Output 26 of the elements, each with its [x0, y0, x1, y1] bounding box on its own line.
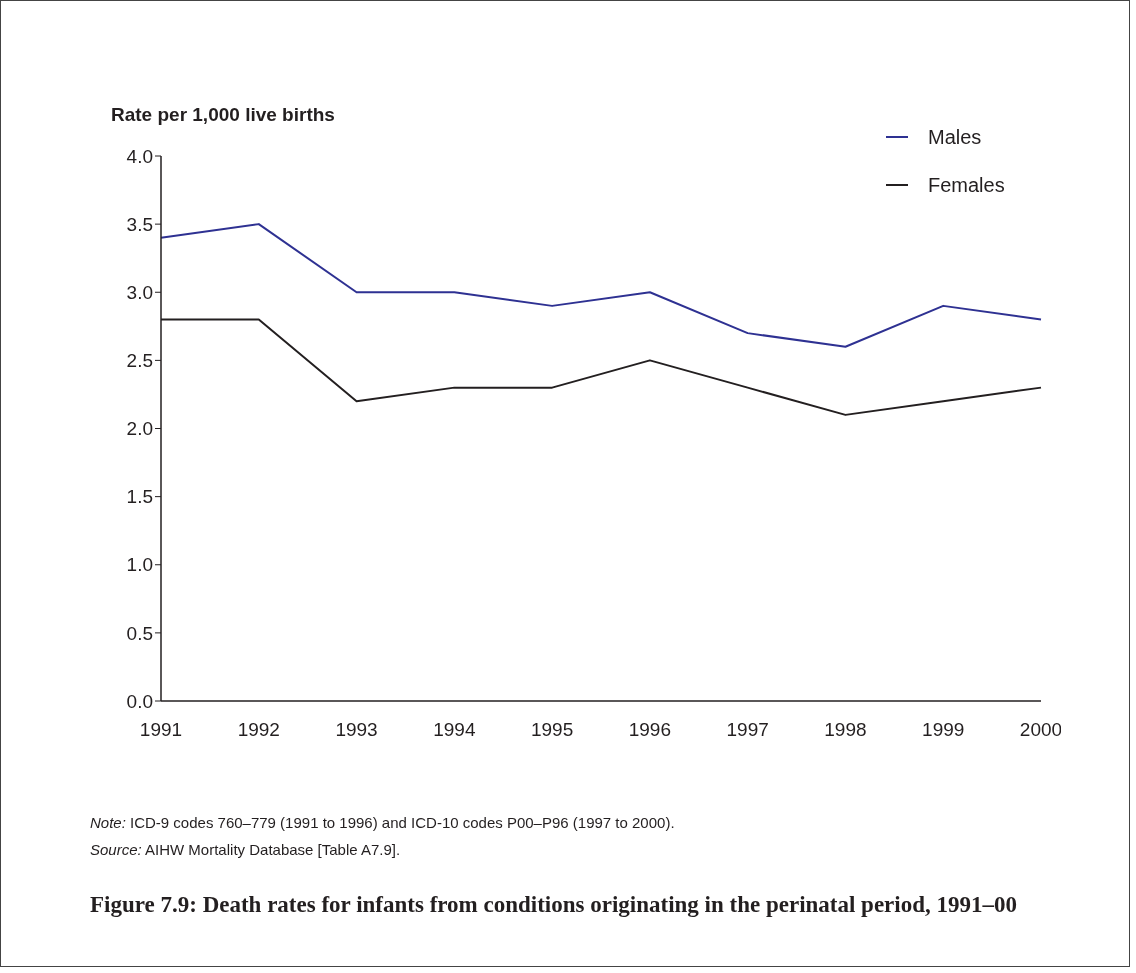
line-series [160, 223, 1042, 348]
y-tick-label: 4.0 [126, 145, 153, 167]
y-tick-label: 0.0 [126, 690, 153, 712]
x-tick-label: 1993 [335, 719, 378, 741]
y-tick-label: 2.5 [126, 350, 153, 372]
y-tick-label: 2.0 [126, 418, 153, 440]
x-tick-label: 1994 [433, 719, 476, 741]
y-tick-label: 0.5 [126, 622, 153, 644]
legend-label: Females [928, 173, 1005, 197]
y-axis-title: Rate per 1,000 live births [111, 104, 335, 126]
x-tick-label: 1996 [628, 719, 672, 741]
x-tick-label: 1991 [139, 719, 183, 741]
text: Note: ICD-9 codes 760–779 (1991 to 1996) and ICD-10 codes P00–P96 (1997 to 2000). [90, 813, 675, 833]
y-tick-label: 1.5 [126, 486, 153, 508]
y-tick-label: 1.0 [126, 554, 153, 576]
x-tick-label: 1999 [922, 719, 965, 741]
x-tick-label: 1992 [237, 719, 280, 741]
source-note: Source: AIHW Mortality Database [Table A7.9]. [90, 840, 402, 860]
x-tick-label: 2000 [1019, 719, 1063, 741]
x-tick-label: 1998 [824, 719, 867, 741]
y-tick-label: 3.5 [126, 213, 153, 235]
x-tick-label: 1997 [726, 719, 769, 741]
text: Figure 7.9: Death rates for infants from conditions originating in the perinatal period, 1991–00 [90, 891, 1018, 919]
y-tick-label: 3.0 [126, 281, 153, 303]
x-tick-label: 1995 [530, 719, 574, 741]
legend-label: Males [928, 125, 982, 149]
